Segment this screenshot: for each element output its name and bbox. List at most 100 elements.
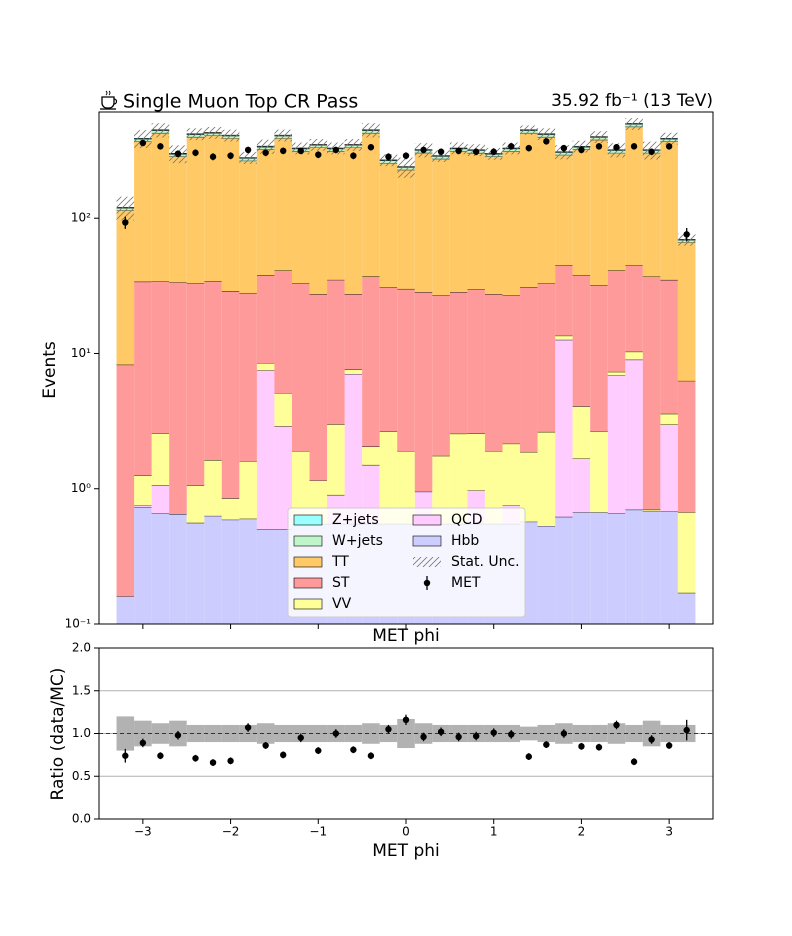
stack-segment xyxy=(256,529,275,624)
stack-segment xyxy=(362,276,380,447)
legend-label: Hbb xyxy=(451,533,479,549)
stack-segment xyxy=(274,426,292,530)
stack-segment xyxy=(449,292,468,434)
stack-segment xyxy=(327,151,345,280)
legend-box xyxy=(287,507,526,618)
stack-segment xyxy=(151,485,170,514)
stat-unc xyxy=(520,125,538,135)
ratio-band xyxy=(151,723,170,744)
stat-unc xyxy=(537,128,556,141)
stack-segment xyxy=(362,132,380,277)
ratio-band xyxy=(607,723,626,744)
ratio-point xyxy=(367,752,375,759)
stat-unc xyxy=(625,118,643,130)
data-point xyxy=(244,146,252,154)
stack-segment xyxy=(590,512,608,624)
legend-label: ST xyxy=(332,575,350,591)
stack-segment xyxy=(397,169,415,289)
ratio-point xyxy=(472,732,480,740)
ratio-point xyxy=(139,739,147,747)
stack-segment xyxy=(572,149,591,276)
stack-segment xyxy=(502,443,521,506)
data-point xyxy=(209,153,217,160)
stack-segment xyxy=(134,505,152,508)
ratio-point xyxy=(227,757,234,765)
stack-segment xyxy=(660,413,678,425)
stack-segment xyxy=(537,283,556,432)
stack-segment xyxy=(169,282,187,515)
legend-swatch xyxy=(413,557,441,567)
x-tick-label: 3 xyxy=(665,825,673,839)
stack-segment xyxy=(467,152,485,290)
ratio-band xyxy=(186,724,205,743)
ratio-point xyxy=(209,759,217,766)
ratio-band xyxy=(362,723,380,744)
stack-segment xyxy=(590,139,608,286)
data-point xyxy=(683,231,690,238)
stack-segment xyxy=(204,460,222,516)
stat-unc xyxy=(432,150,450,162)
stack-segment xyxy=(309,147,328,295)
ratio-point xyxy=(683,726,690,734)
data-point xyxy=(630,143,638,150)
data-point xyxy=(508,143,515,150)
ratio-point xyxy=(578,743,585,750)
stat-unc xyxy=(590,131,608,143)
x-tick-label: 1 xyxy=(490,825,498,839)
title-icon xyxy=(100,90,118,110)
legend-label: TT xyxy=(331,554,349,570)
stack-segment xyxy=(625,359,643,510)
legend-swatch xyxy=(293,577,323,589)
stack-segment xyxy=(414,292,433,492)
data-point xyxy=(437,148,445,155)
stack-segment xyxy=(484,451,503,524)
data-point xyxy=(648,148,655,155)
stack-segment xyxy=(555,516,573,624)
stat-unc xyxy=(151,123,170,138)
stack-segment xyxy=(467,289,485,434)
y-tick-label: 0.5 xyxy=(72,769,91,783)
stack-segment xyxy=(379,163,398,288)
ratio-point xyxy=(420,733,427,741)
data-point xyxy=(297,147,304,155)
ratio-y-axis-label: Ratio (data/MC) xyxy=(48,668,68,801)
stack-segment xyxy=(642,509,661,512)
stack-segment xyxy=(204,515,222,624)
stat-unc xyxy=(256,139,275,154)
stack-segment xyxy=(449,433,468,524)
stack-segment xyxy=(449,151,468,293)
data-point xyxy=(402,152,410,159)
stat-unc xyxy=(204,127,222,139)
ratio-x-axis-label: MET phi xyxy=(372,841,440,861)
ratio-point xyxy=(332,730,340,737)
main-panel: 10⁻¹ 10⁰ 10¹ 10² xyxy=(65,111,714,631)
x-tick-label: 0 xyxy=(402,825,410,839)
stack-segment xyxy=(116,364,135,597)
stack-segment xyxy=(344,374,363,524)
stack-segment xyxy=(256,363,275,371)
y-axis-label: Events xyxy=(40,341,60,399)
legend-swatch xyxy=(293,514,323,526)
stack-segment xyxy=(642,152,661,277)
stack-segment xyxy=(625,126,643,266)
stat-unc xyxy=(309,139,328,151)
stack-segment xyxy=(572,406,591,459)
legend-swatch xyxy=(293,556,323,568)
stack-segment xyxy=(204,135,222,282)
ratio-point xyxy=(525,753,532,760)
stack-segment xyxy=(642,511,661,624)
stat-unc xyxy=(397,157,415,178)
ratio-point xyxy=(508,731,515,738)
y-tick-label: 10² xyxy=(71,211,91,225)
y-tick-label: 2.0 xyxy=(72,641,91,655)
data-point xyxy=(367,144,375,151)
stack-segment xyxy=(572,458,591,513)
stack-segment xyxy=(397,451,415,524)
stack-segment xyxy=(291,151,310,284)
stack-segment xyxy=(537,526,556,624)
stack-segment xyxy=(186,136,205,284)
data-point xyxy=(525,144,532,152)
stack-segment xyxy=(344,294,363,370)
stack-segment xyxy=(151,132,170,282)
